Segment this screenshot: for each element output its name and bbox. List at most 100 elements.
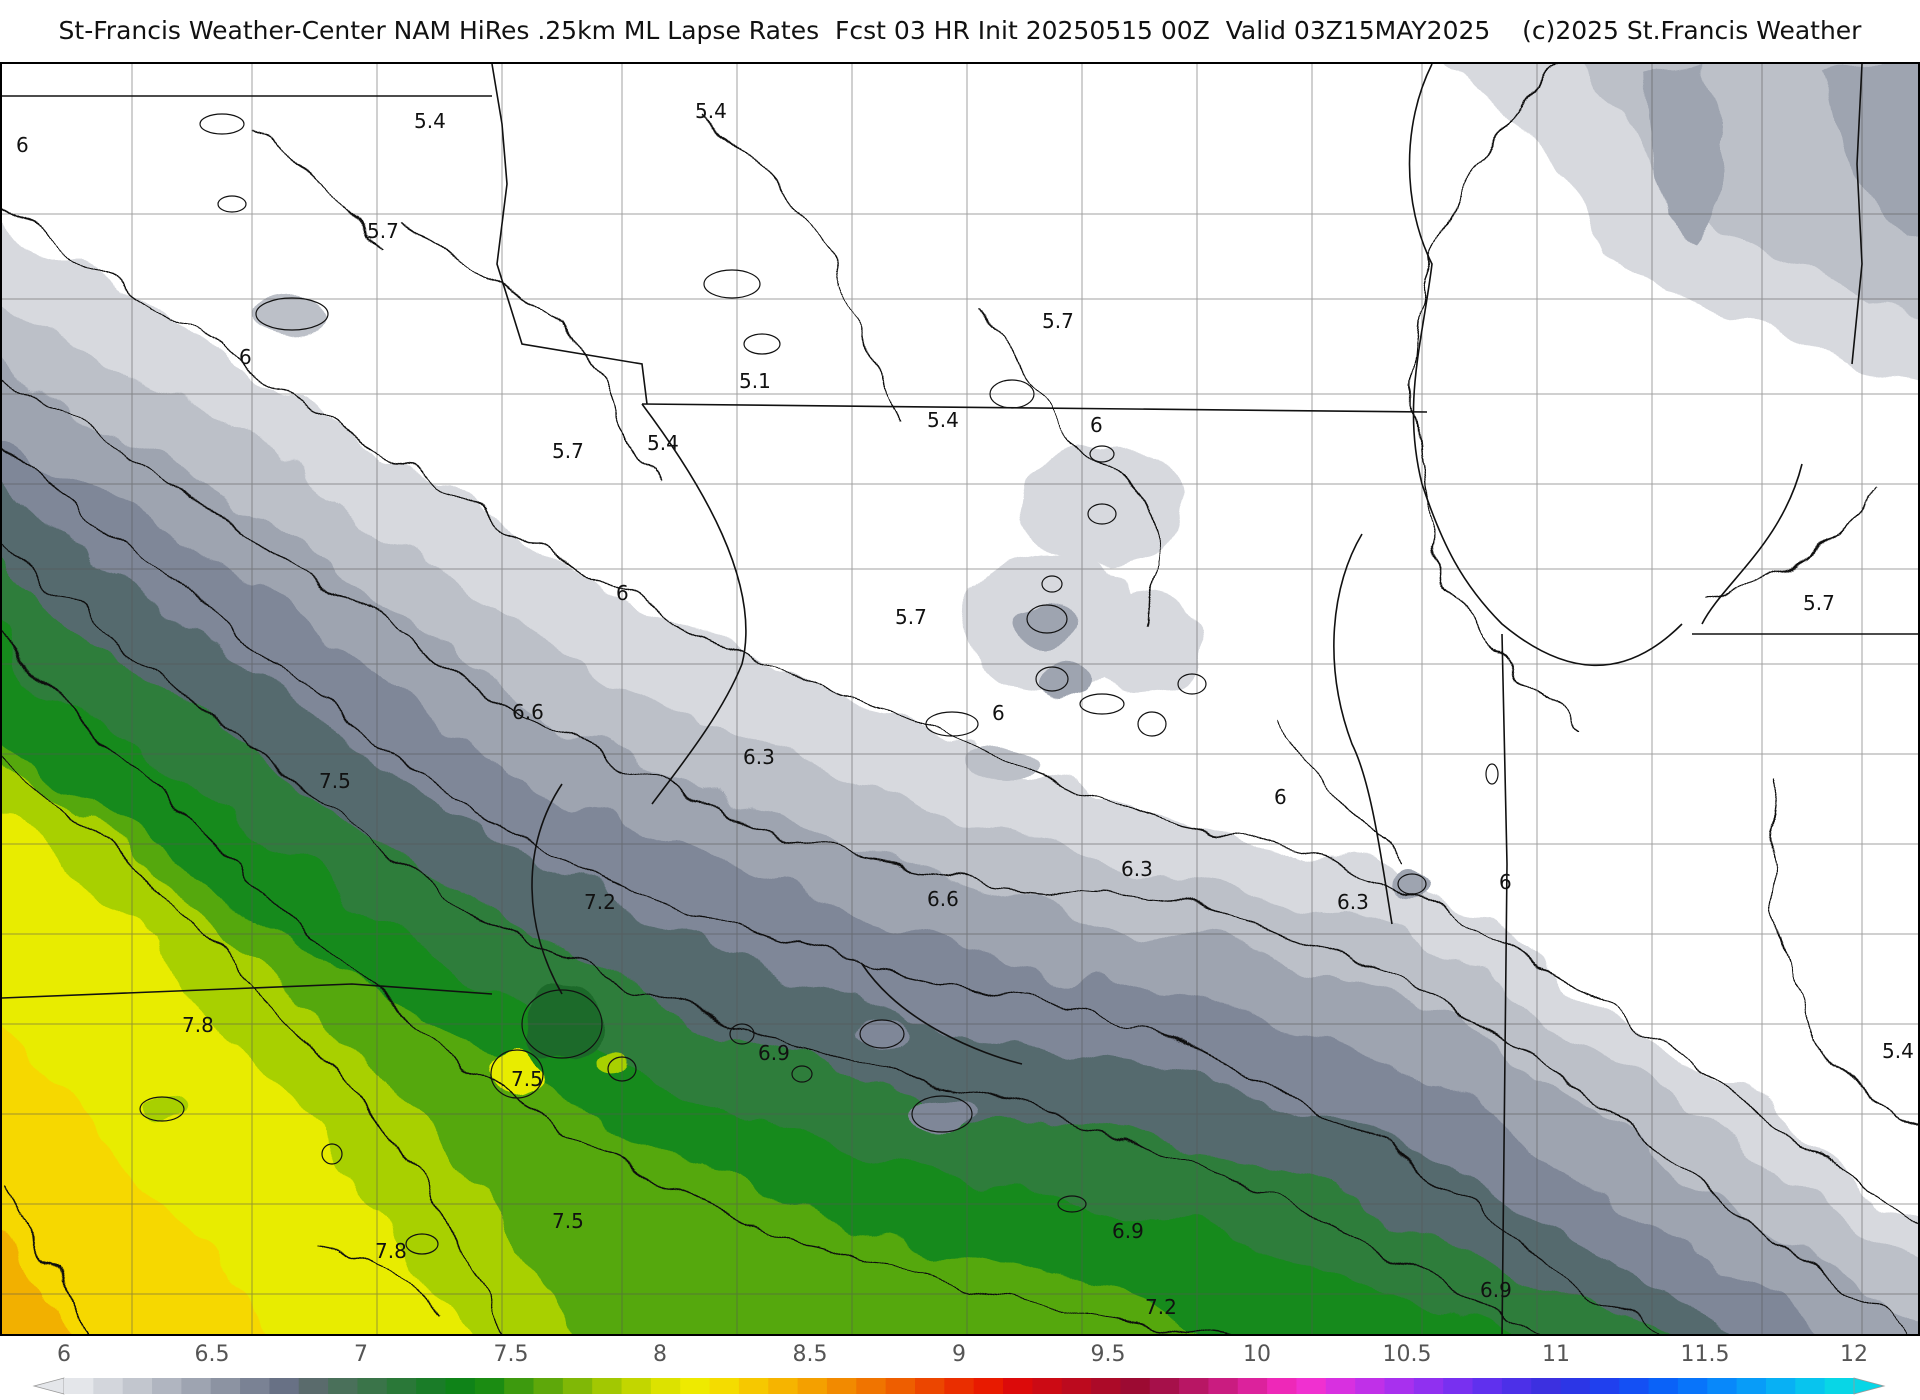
colorbar-right-arrow (1853, 1377, 1886, 1395)
colorbar-cell (210, 1378, 241, 1394)
title-bar: St-Francis Weather-Center NAM HiRes .25k… (0, 0, 1920, 62)
colorbar-tick: 12 (1840, 1342, 1868, 1367)
colorbar-cell (914, 1378, 945, 1394)
colorbar-tick: 7 (354, 1342, 368, 1367)
colorbar-cell (1208, 1378, 1239, 1394)
contour-label: 7.5 (319, 769, 351, 793)
contour-label: 5.1 (739, 369, 771, 393)
colorbar-cell (298, 1378, 329, 1394)
colorbar-tick: 6 (57, 1342, 71, 1367)
contour-label: 7.2 (584, 890, 616, 914)
lapse-rate-map: 6 5.4 5.4 5.7 6 5.7 5.1 5.4 5.7 5.4 6 6 … (2, 64, 1918, 1334)
colorbar-cell (240, 1378, 270, 1394)
contour-lines (2, 64, 1918, 1334)
colorbar-cell (1501, 1378, 1532, 1394)
colorbar-cell (1003, 1378, 1033, 1394)
colorbar-cell (152, 1378, 182, 1394)
colorbar-cell (1296, 1378, 1327, 1394)
colorbar-cell (826, 1378, 857, 1394)
colorbar-cell (1384, 1378, 1415, 1394)
colorbar-cell (1325, 1378, 1356, 1394)
contour-label: 7.5 (511, 1067, 543, 1091)
contour-label: 6.3 (743, 745, 775, 769)
colorbar-cell (1149, 1378, 1180, 1394)
contour-label: 7.2 (1145, 1295, 1177, 1319)
colorbar-cell (1765, 1378, 1796, 1394)
contour-label: 7.8 (375, 1239, 407, 1263)
colorbar-cell (1413, 1378, 1444, 1394)
colorbar: 6 6.5 7 7.5 8 8.5 9 9.5 10 10.5 11 11.5 … (0, 1336, 1920, 1400)
colorbar-tick: 8.5 (792, 1342, 828, 1367)
boundaries (2, 64, 1918, 1334)
contour-label: 5.4 (414, 109, 446, 133)
colorbar-cells (64, 1378, 1855, 1394)
colorbar-cell (650, 1378, 681, 1394)
colorbar-cell (1267, 1378, 1297, 1394)
colorbar-cell (357, 1378, 388, 1394)
colorbar-cell (1531, 1378, 1562, 1394)
colorbar-cell (1648, 1378, 1679, 1394)
colorbar-left-arrow (32, 1377, 65, 1395)
colorbar-cell (856, 1378, 887, 1394)
colorbar-cell (1677, 1378, 1708, 1394)
contour-label: 7.8 (182, 1013, 214, 1037)
colorbar-cell (1091, 1378, 1121, 1394)
contour-label: 6.9 (1112, 1219, 1144, 1243)
colorbar-tick: 7.5 (493, 1342, 529, 1367)
map-title: St-Francis Weather-Center NAM HiRes .25k… (58, 16, 1862, 45)
contour-label: 5.7 (1042, 309, 1074, 333)
colorbar-cell (1443, 1378, 1474, 1394)
contour-label: 5.4 (647, 431, 679, 455)
colorbar-tick: 11 (1542, 1342, 1570, 1367)
colorbar-cell (93, 1378, 124, 1394)
colorbar-tick: 6.5 (194, 1342, 230, 1367)
colorbar-cell (328, 1378, 358, 1394)
contour-label: 5.7 (895, 605, 927, 629)
map-panel: 6 5.4 5.4 5.7 6 5.7 5.1 5.4 5.7 5.4 6 6 … (0, 62, 1920, 1336)
contour-label: 6.9 (1480, 1278, 1512, 1302)
colorbar-cell (1237, 1378, 1268, 1394)
colorbar-tick: 11.5 (1680, 1342, 1730, 1367)
colorbar-cell (1619, 1378, 1650, 1394)
contour-label: 6 (239, 345, 252, 369)
colorbar-cell (181, 1378, 212, 1394)
contour-label: 6 (616, 581, 629, 605)
colorbar-tick: 9 (952, 1342, 966, 1367)
colorbar-cell (122, 1378, 153, 1394)
colorbar-tick: 10 (1243, 1342, 1271, 1367)
contour-label: 6 (1499, 870, 1512, 894)
colorbar-cell (533, 1378, 564, 1394)
colorbar-cell (1472, 1378, 1503, 1394)
colorbar-cell (1355, 1378, 1385, 1394)
contour-label: 6 (1090, 413, 1103, 437)
contour-labels: 6 5.4 5.4 5.7 6 5.7 5.1 5.4 5.7 5.4 6 6 … (16, 99, 1914, 1319)
colorbar-tick: 8 (653, 1342, 667, 1367)
colorbar-cell (1032, 1378, 1063, 1394)
colorbar-cell (797, 1378, 828, 1394)
contour-label: 6.6 (512, 700, 544, 724)
colorbar-cell (416, 1378, 446, 1394)
contour-label: 6 (16, 133, 29, 157)
contour-label: 5.7 (552, 439, 584, 463)
colorbar-cell (386, 1378, 417, 1394)
colorbar-cell (592, 1378, 623, 1394)
band-8.2 (2, 1230, 79, 1334)
colorbar-cell (1795, 1378, 1826, 1394)
colorbar-cell (562, 1378, 593, 1394)
contour-label: 5.4 (1882, 1039, 1914, 1063)
colorbar-cell (1707, 1378, 1738, 1394)
colorbar-cell (1120, 1378, 1151, 1394)
colorbar-cell (768, 1378, 799, 1394)
colorbar-cell (709, 1378, 740, 1394)
colorbar-cell (269, 1378, 300, 1394)
colorbar-cell (64, 1378, 94, 1394)
colorbar-cell (1061, 1378, 1092, 1394)
colorbar-cell (474, 1378, 505, 1394)
colorbar-cell (1589, 1378, 1620, 1394)
northeast-shading (1444, 64, 1918, 383)
contour-label: 6.3 (1121, 857, 1153, 881)
colorbar-tick: 9.5 (1090, 1342, 1126, 1367)
colorbar-cell (1179, 1378, 1209, 1394)
contour-label: 6.6 (927, 887, 959, 911)
contour-label: 6.3 (1337, 890, 1369, 914)
